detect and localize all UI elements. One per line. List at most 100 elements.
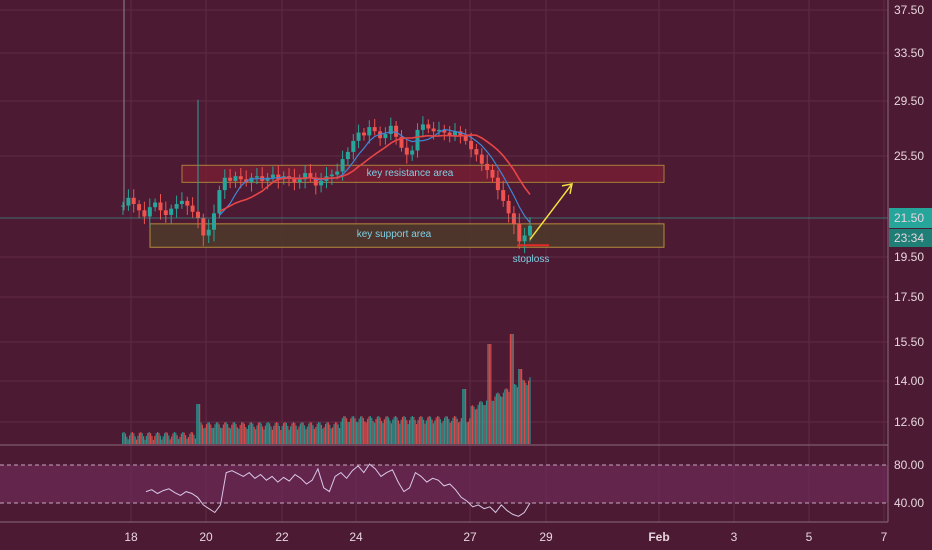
volume-bar: [488, 344, 490, 444]
volume-bar: [327, 422, 329, 444]
volume-bar: [277, 423, 279, 444]
candle-body: [431, 128, 436, 132]
volume-bar: [432, 423, 434, 444]
volume-bar: [495, 393, 497, 444]
volume-bar: [176, 435, 178, 444]
candle-body: [442, 129, 447, 133]
candle-body: [517, 223, 522, 242]
volume-bar: [238, 428, 240, 444]
volume-bar: [175, 432, 177, 444]
candle-body: [185, 200, 190, 206]
volume-bar: [388, 417, 390, 444]
volume-bar: [157, 432, 159, 444]
volume-bar: [210, 424, 212, 444]
volume-bar: [431, 419, 433, 444]
candle-body: [453, 131, 457, 136]
volume-bar: [150, 433, 152, 444]
volume-bar: [217, 422, 219, 444]
volume-bar: [173, 432, 175, 444]
price-tick-label: 37.50: [894, 3, 924, 17]
volume-bar: [500, 396, 502, 444]
volume-bar: [234, 422, 236, 444]
volume-bar: [165, 432, 167, 444]
candle-body: [340, 159, 345, 172]
candle-body: [137, 204, 142, 211]
candle-body: [511, 213, 516, 224]
volume-bar: [381, 420, 383, 444]
price-tick-label: 15.50: [894, 335, 924, 349]
volume-bar: [213, 427, 215, 444]
volume-bar: [318, 422, 320, 444]
volume-bar: [372, 421, 374, 444]
volume-bar: [308, 423, 310, 444]
volume-bar: [389, 420, 391, 444]
volume-bar: [435, 417, 437, 444]
volume-bar: [224, 422, 226, 444]
candle-body: [469, 140, 474, 150]
volume-bar: [171, 436, 173, 444]
volume-bar: [123, 432, 125, 444]
volume-bar: [288, 429, 290, 444]
volume-bar: [512, 334, 514, 444]
volume-bar: [189, 433, 191, 444]
volume-bar: [343, 416, 345, 444]
volume-bar: [334, 422, 336, 444]
volume-bar: [480, 401, 482, 444]
volume-bar: [339, 428, 341, 444]
volume-bar: [193, 434, 195, 444]
candle-body: [501, 190, 506, 201]
volume-bar: [502, 392, 504, 444]
candle-body: [329, 174, 334, 177]
candle-body: [287, 176, 291, 178]
volume-bar: [162, 436, 164, 444]
volume-bar: [511, 334, 513, 444]
price-tick-label: 19.50: [894, 250, 924, 264]
candle-body: [388, 125, 393, 134]
candle-body: [126, 197, 131, 206]
volume-bar: [124, 433, 126, 444]
volume-bar: [439, 419, 441, 444]
candle-body: [313, 177, 318, 186]
volume-bar: [355, 421, 357, 444]
volume-bar: [526, 385, 528, 444]
volume-bar: [249, 422, 251, 444]
volume-bar: [362, 418, 364, 444]
volume-bar: [278, 426, 280, 444]
volume-bar: [525, 382, 527, 444]
volume-bar: [276, 422, 278, 444]
volume-bar: [280, 430, 282, 444]
volume-bar: [231, 424, 233, 444]
volume-bar: [271, 429, 273, 444]
volume-bar: [242, 422, 244, 444]
candle-body: [163, 210, 168, 215]
candle-body: [522, 235, 527, 242]
volume-bar: [133, 433, 135, 444]
volume-bar: [168, 435, 170, 444]
volume-bar: [463, 389, 465, 444]
volume-bar: [201, 424, 203, 444]
candle-body: [495, 177, 500, 191]
volume-bar: [187, 437, 189, 444]
volume-bar: [255, 429, 257, 444]
rsi-tick-label: 80.00: [894, 458, 924, 472]
support-zone: [149, 223, 665, 248]
volume-bar: [390, 423, 392, 444]
volume-bar: [438, 416, 440, 444]
volume-bar: [264, 425, 266, 444]
candle-body: [394, 125, 399, 137]
volume-bar: [515, 384, 517, 444]
volume-bar: [154, 436, 156, 444]
current-price-label: 21.50: [894, 211, 924, 225]
volume-bar: [252, 423, 254, 444]
candle-body: [222, 177, 227, 191]
volume-bar: [180, 433, 182, 444]
volume-bar: [262, 426, 264, 444]
volume-bar: [417, 420, 419, 444]
volume-bar: [358, 418, 360, 444]
volume-bar: [361, 416, 363, 444]
time-tick-label: 18: [124, 530, 138, 544]
candle-body: [169, 208, 174, 215]
volume-bar: [354, 418, 356, 444]
volume-bar: [297, 429, 299, 444]
